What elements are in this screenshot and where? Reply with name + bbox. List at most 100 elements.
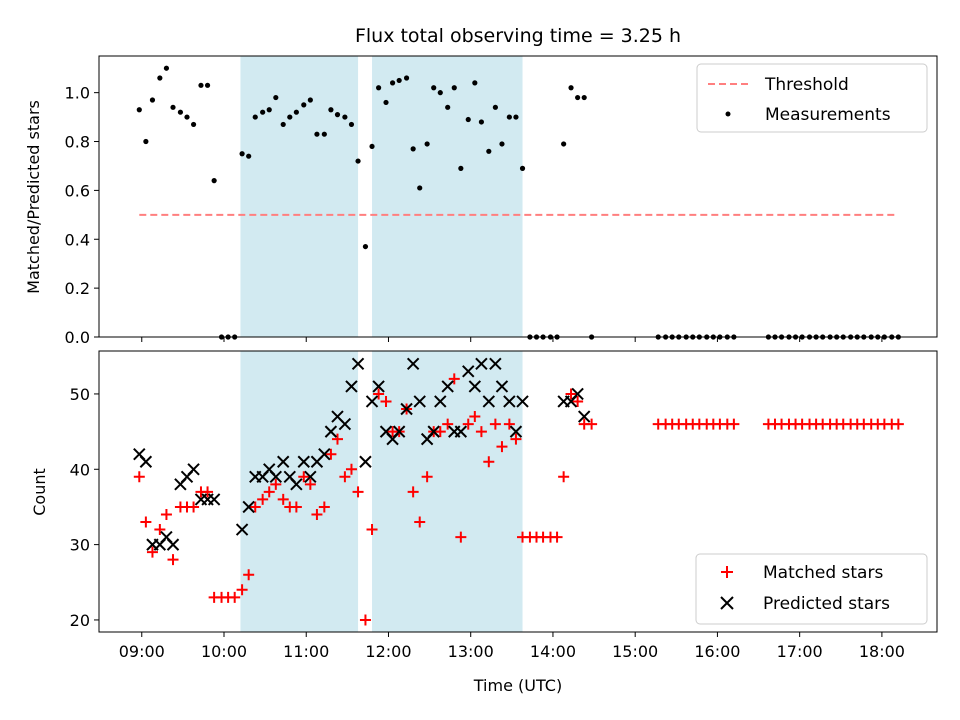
measurement-point [184, 114, 190, 120]
measurement-point [252, 114, 258, 120]
matched-star-point [489, 418, 501, 430]
matched-star-point [331, 433, 343, 445]
predicted-star-point [509, 425, 523, 438]
predicted-star-point [468, 380, 482, 393]
matched-star-point [442, 418, 454, 430]
predicted-star-point [269, 470, 283, 484]
matched-star-point [154, 524, 166, 536]
measurement-point [362, 243, 369, 250]
figure-title: Flux total observing time = 3.25 h [355, 25, 681, 47]
predicted-star-point [516, 395, 529, 408]
matched-legend-swatch [721, 566, 733, 578]
measurements-legend-label: Measurements [765, 105, 891, 125]
predicted-star-point [400, 402, 413, 416]
x-tick-label: 13:00 [448, 642, 494, 661]
measurement-point [396, 77, 402, 84]
measurement-point [451, 85, 457, 91]
measurement-point [266, 107, 272, 113]
y-tick-label: 0.0 [65, 328, 90, 347]
measurement-point [170, 104, 176, 110]
top-axes-frame [98, 55, 938, 338]
measurement-point [280, 121, 286, 128]
x-tick-label: 16:00 [694, 642, 740, 661]
predicted-star-point [351, 357, 365, 371]
measurement-point [486, 148, 492, 154]
predicted-star-point [489, 357, 502, 371]
matched-star-point [202, 486, 214, 498]
y-tick-label: 0.4 [65, 230, 90, 249]
matched-star-point [421, 471, 433, 483]
measurement-point [198, 82, 204, 88]
matched-star-point [475, 426, 487, 438]
matched-star-point [434, 426, 446, 438]
predicted-star-point [139, 455, 153, 468]
matched-star-point [270, 478, 282, 490]
matched-star-point [586, 418, 598, 430]
predicted-star-point [406, 357, 420, 371]
predicted-star-point [207, 493, 221, 506]
predicted-star-point [235, 523, 249, 536]
matched-star-point [503, 418, 515, 430]
matched-star-point [483, 456, 495, 468]
measurement-point [389, 80, 396, 86]
predicted-star-point [166, 538, 180, 551]
predicted-star-point [372, 380, 385, 393]
matched-star-point [325, 448, 337, 460]
predicted-star-point [359, 455, 372, 468]
measurements-legend-swatch [725, 111, 731, 117]
measurement-point [568, 85, 574, 91]
y-tick-label: 50 [70, 385, 90, 404]
measurement-point [348, 121, 355, 128]
predicted-star-point [365, 395, 379, 408]
matched-star-point [311, 508, 323, 520]
measurement-point [342, 114, 348, 120]
measurement-point [163, 65, 170, 71]
measurement-point [328, 107, 334, 113]
measurement-point [204, 82, 211, 88]
predicted-star-point [482, 395, 496, 408]
y-tick-label: 0.2 [65, 279, 90, 298]
matched-star-point [229, 591, 241, 603]
bottom-y-axis-label: Count [30, 468, 49, 516]
y-tick-label: 0.6 [65, 181, 90, 200]
matched-star-point [414, 516, 426, 528]
matched-star-point [140, 516, 152, 528]
matched-star-point [352, 486, 364, 498]
x-tick-label: 09:00 [119, 642, 165, 661]
matched-star-point [318, 501, 330, 513]
measurement-point [260, 109, 266, 115]
matched-star-point [188, 501, 200, 513]
matched-star-point [243, 569, 255, 581]
predicted-star-point [187, 463, 200, 476]
measurement-point [410, 146, 416, 152]
measurement-point [149, 97, 156, 103]
y-tick-label: 30 [70, 536, 90, 555]
matched-star-point [551, 531, 563, 543]
measurement-point [369, 143, 375, 150]
matched-star-point [448, 373, 460, 385]
predicted-star-point [571, 387, 584, 401]
matched-star-point [462, 418, 474, 430]
y-tick-label: 1.0 [65, 84, 90, 103]
predicted-star-point [297, 455, 310, 468]
bottom-axes-frame [98, 350, 938, 633]
matched-star-point [572, 395, 584, 407]
predicted-star-point [503, 395, 516, 408]
matched-star-point [455, 531, 467, 543]
predicted-star-point [413, 395, 426, 408]
measurement-point [136, 107, 142, 113]
measurement-point [437, 90, 443, 96]
measurement-point [211, 178, 217, 184]
measurement-point [246, 153, 252, 159]
top-y-ticks: 0.0 0.2 0.4 0.6 0.8 1.0 [65, 84, 99, 347]
measurement-point [424, 141, 430, 147]
bottom-legend-box [695, 553, 928, 625]
matched-star-point [359, 614, 371, 626]
measurement-point [287, 114, 293, 120]
top-x-ticks [141, 337, 883, 342]
matched-star-point [236, 584, 248, 596]
matched-star-point [892, 418, 904, 430]
measurement-point [492, 104, 498, 110]
bottom-legend: Matched stars Predicted stars [695, 553, 928, 625]
